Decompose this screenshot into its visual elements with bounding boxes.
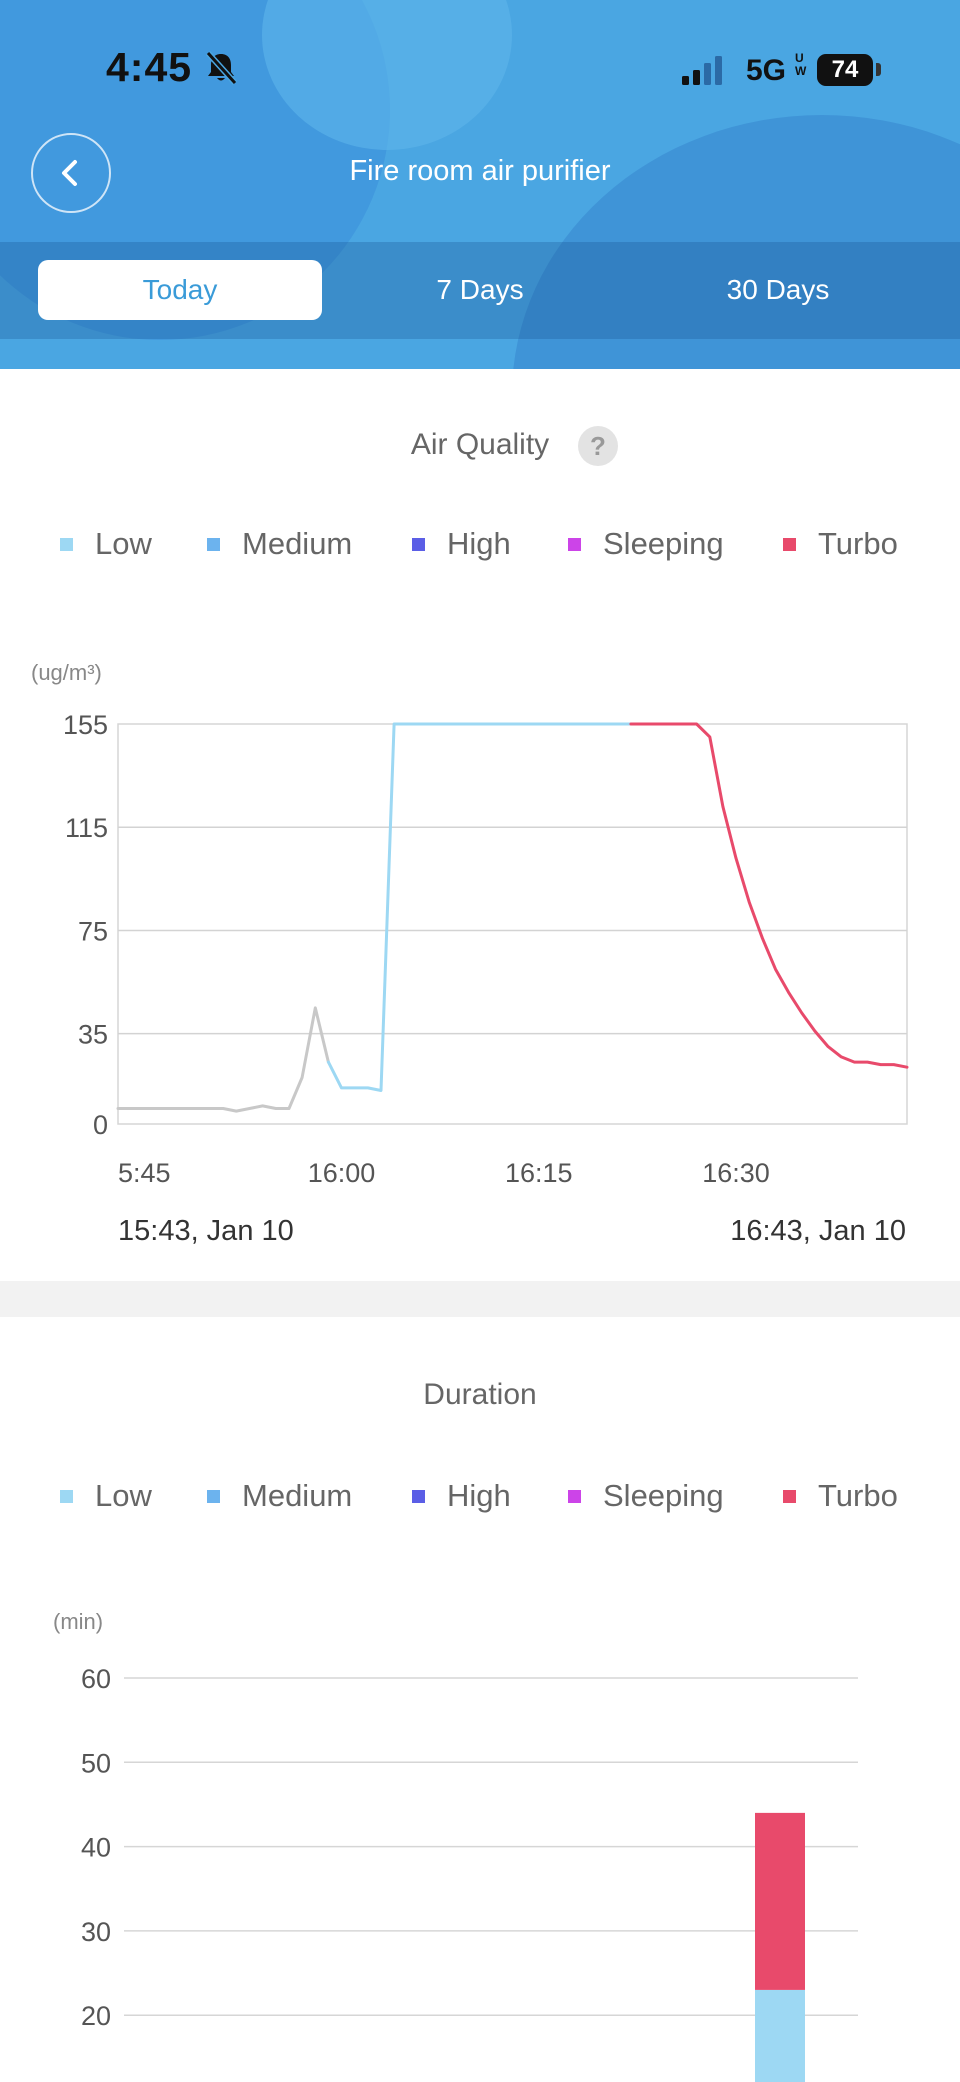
legend-swatch xyxy=(783,1490,796,1503)
x-tick-label: 16:30 xyxy=(702,1158,770,1188)
legend-label: Sleeping xyxy=(603,526,724,561)
legend-swatch xyxy=(568,1490,581,1503)
x-tick-label: 16:00 xyxy=(308,1158,376,1188)
section-divider xyxy=(0,1281,960,1317)
y-tick-label: 115 xyxy=(65,813,108,843)
legend-label: Medium xyxy=(242,526,353,561)
chevron-left-icon xyxy=(62,160,77,186)
tab-today[interactable]: Today xyxy=(38,260,322,320)
y-tick-label: 30 xyxy=(81,1917,111,1947)
air-quality-unit: (ug/m³) xyxy=(31,660,102,685)
legend-label: Medium xyxy=(242,1478,353,1513)
legend-label: Turbo xyxy=(818,1478,898,1513)
series-line-low xyxy=(326,722,633,1092)
bar-segment-turbo xyxy=(755,1812,805,1990)
air-quality-title: Air Quality xyxy=(0,428,960,462)
legend-swatch xyxy=(207,538,220,551)
legend-label: High xyxy=(447,1478,511,1513)
legend-swatch xyxy=(412,1490,425,1503)
tab-30-days[interactable]: 30 Days xyxy=(726,274,830,305)
y-tick-label: 35 xyxy=(78,1020,108,1050)
battery-tip xyxy=(876,63,881,76)
legend-label: Low xyxy=(95,1478,152,1513)
y-tick-label: 75 xyxy=(78,916,108,946)
legend-label: Low xyxy=(95,526,152,561)
y-tick-label: 60 xyxy=(81,1664,111,1694)
range-end-label: 16:43, Jan 10 xyxy=(730,1215,906,1247)
y-tick-label: 20 xyxy=(81,2001,111,2031)
air-quality-title-text: Air Quality xyxy=(410,428,550,461)
legend-swatch xyxy=(412,538,425,551)
battery-level: 74 xyxy=(831,56,859,83)
help-icon[interactable]: ? xyxy=(578,426,618,466)
x-tick-label: 5:45 xyxy=(118,1158,171,1188)
duration-chart: 20 30 40 50 60 xyxy=(81,1664,858,2082)
duration-legend: Low Medium High Sleeping Turbo xyxy=(0,1476,960,1516)
range-start-label: 15:43, Jan 10 xyxy=(118,1215,294,1247)
legend-swatch xyxy=(207,1490,220,1503)
duration-unit: (min) xyxy=(53,1609,104,1634)
air-quality-legend: Low Medium High Sleeping Turbo xyxy=(0,524,960,564)
series-line-turbo xyxy=(629,722,909,1069)
status-time: 4:45 xyxy=(106,44,193,90)
y-tick-label: 40 xyxy=(81,1833,111,1863)
legend-swatch xyxy=(60,538,73,551)
page-title: Fire room air purifier xyxy=(349,155,611,187)
signal-icon xyxy=(682,56,734,91)
bell-muted-icon xyxy=(204,50,238,91)
x-tick-label: 16:15 xyxy=(505,1158,573,1188)
legend-swatch xyxy=(60,1490,73,1503)
tab-7-days[interactable]: 7 Days xyxy=(436,274,524,305)
y-tick-label: 155 xyxy=(63,710,108,740)
legend-swatch xyxy=(783,538,796,551)
network-label: 5G xyxy=(746,54,787,87)
legend-swatch xyxy=(568,538,581,551)
battery-icon: 74 xyxy=(817,54,873,86)
series-line-off xyxy=(116,1006,330,1113)
y-tick-label: 50 xyxy=(81,1748,111,1778)
y-tick-label: 0 xyxy=(93,1110,108,1140)
back-button[interactable] xyxy=(31,133,111,213)
legend-label: Sleeping xyxy=(603,1478,724,1513)
network-sub-label: UW xyxy=(795,51,807,78)
plot-frame xyxy=(117,723,908,1125)
legend-label: High xyxy=(447,526,511,561)
legend-label: Turbo xyxy=(818,526,898,561)
bar-segment-low xyxy=(755,1989,805,2082)
air-quality-chart: 0 35 75 115 155 5:45 16:00 16:15 16:30 xyxy=(63,710,909,1188)
duration-title: Duration xyxy=(423,1378,537,1411)
